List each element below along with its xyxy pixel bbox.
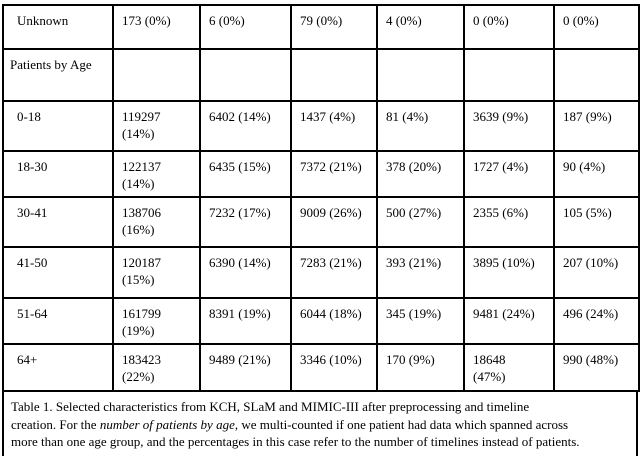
- row-label: 64+: [2, 343, 114, 392]
- table-cell: 378 (20%): [376, 150, 465, 198]
- row-label: Patients by Age: [2, 48, 114, 102]
- table-cell: 105 (5%): [553, 196, 640, 248]
- table-cell: 161799 (19%): [112, 297, 201, 345]
- table-row-age-64-plus: 64+ 183423 (22%) 9489 (21%) 3346 (10%) 1…: [2, 343, 640, 392]
- row-label: Unknown: [2, 4, 114, 50]
- table-cell: 3895 (10%): [463, 246, 555, 299]
- table-cell: 9481 (24%): [463, 297, 555, 345]
- table-row-patients-by-age-header: Patients by Age: [2, 48, 640, 102]
- table-cell: 7232 (17%): [199, 196, 292, 248]
- table-cell: 6390 (14%): [199, 246, 292, 299]
- table-cell: 9009 (26%): [290, 196, 378, 248]
- table-cell: 6402 (14%): [199, 100, 292, 152]
- table-cell: 1727 (4%): [463, 150, 555, 198]
- table-row-age-41-50: 41-50 120187 (15%) 6390 (14%) 7283 (21%)…: [2, 246, 640, 299]
- table-cell: 18648 (47%): [463, 343, 555, 392]
- caption-line-3-clipped: more than one age group, and the percent…: [11, 433, 630, 451]
- table-cell: 173 (0%): [112, 4, 201, 50]
- table-cell: 9489 (21%): [199, 343, 292, 392]
- table-cell: 6044 (18%): [290, 297, 378, 345]
- table-cell: [463, 48, 555, 102]
- table-cell: 393 (21%): [376, 246, 465, 299]
- table-cell: 0 (0%): [553, 4, 640, 50]
- table-cell: 496 (24%): [553, 297, 640, 345]
- table-cell: 1437 (4%): [290, 100, 378, 152]
- table-cell: [290, 48, 378, 102]
- table-cell: [199, 48, 292, 102]
- table-cell: 6 (0%): [199, 4, 292, 50]
- table-cell: [376, 48, 465, 102]
- table-cell: 207 (10%): [553, 246, 640, 299]
- row-label: 0-18: [2, 100, 114, 152]
- table-cell: 3346 (10%): [290, 343, 378, 392]
- table-row-unknown: Unknown 173 (0%) 6 (0%) 79 (0%) 4 (0%) 0…: [2, 4, 640, 50]
- caption-line-1: Table 1. Selected characteristics from K…: [11, 398, 630, 416]
- paper-table-figure: Unknown 173 (0%) 6 (0%) 79 (0%) 4 (0%) 0…: [0, 4, 640, 456]
- table-cell: 120187 (15%): [112, 246, 201, 299]
- table-cell: 79 (0%): [290, 4, 378, 50]
- table-cell: [112, 48, 201, 102]
- row-label: 18-30: [2, 150, 114, 198]
- table-cell: 345 (19%): [376, 297, 465, 345]
- table-caption: Table 1. Selected characteristics from K…: [2, 392, 638, 456]
- table-cell: 7372 (21%): [290, 150, 378, 198]
- table-row-age-0-18: 0-18 119297 (14%) 6402 (14%) 1437 (4%) 8…: [2, 100, 640, 152]
- characteristics-table: Unknown 173 (0%) 6 (0%) 79 (0%) 4 (0%) 0…: [2, 4, 640, 392]
- table-cell: 500 (27%): [376, 196, 465, 248]
- caption-text: we multi-counted if one patient had data…: [238, 416, 569, 432]
- row-label: 30-41: [2, 196, 114, 248]
- caption-text: Table 1. Selected characteristics from K…: [11, 399, 530, 414]
- caption-italic-text: number of patients by age,: [99, 416, 239, 432]
- caption-line-2: creation. For the number of patients by …: [11, 416, 630, 434]
- caption-text: more than one age group, and the percent…: [11, 434, 580, 449]
- table-cell: 122137 (14%): [112, 150, 201, 198]
- table-cell: 119297 (14%): [112, 100, 201, 152]
- caption-text: creation. For the: [11, 416, 100, 432]
- table-cell: 6435 (15%): [199, 150, 292, 198]
- table-cell: 0 (0%): [463, 4, 555, 50]
- table-cell: [553, 48, 640, 102]
- table-cell: 2355 (6%): [463, 196, 555, 248]
- table-cell: 8391 (19%): [199, 297, 292, 345]
- table-cell: 3639 (9%): [463, 100, 555, 152]
- row-label: 41-50: [2, 246, 114, 299]
- table-cell: 183423 (22%): [112, 343, 201, 392]
- row-label: 51-64: [2, 297, 114, 345]
- table-cell: 81 (4%): [376, 100, 465, 152]
- table-cell: 90 (4%): [553, 150, 640, 198]
- table-cell: 990 (48%): [553, 343, 640, 392]
- table-cell: 138706 (16%): [112, 196, 201, 248]
- table-row-age-30-41: 30-41 138706 (16%) 7232 (17%) 9009 (26%)…: [2, 196, 640, 248]
- table-row-age-51-64: 51-64 161799 (19%) 8391 (19%) 6044 (18%)…: [2, 297, 640, 345]
- table-cell: 170 (9%): [376, 343, 465, 392]
- table-cell: 7283 (21%): [290, 246, 378, 299]
- table-cell: 4 (0%): [376, 4, 465, 50]
- table-row-age-18-30: 18-30 122137 (14%) 6435 (15%) 7372 (21%)…: [2, 150, 640, 198]
- table-cell: 187 (9%): [553, 100, 640, 152]
